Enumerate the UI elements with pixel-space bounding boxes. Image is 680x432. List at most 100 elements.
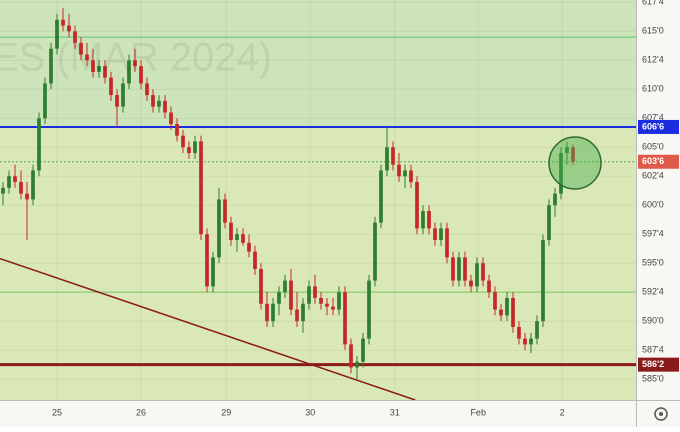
candle-body bbox=[223, 199, 227, 223]
candle-body bbox=[535, 321, 539, 339]
candle-body bbox=[343, 292, 347, 345]
candle-body bbox=[547, 205, 551, 240]
candle-body bbox=[403, 170, 407, 177]
candle-body bbox=[79, 42, 83, 55]
candle-body bbox=[67, 25, 71, 32]
candle-body bbox=[295, 309, 299, 322]
candle-body bbox=[55, 19, 59, 49]
candle-body bbox=[397, 164, 401, 177]
watermark: ES (MAR 2024) bbox=[0, 36, 272, 80]
candle-body bbox=[253, 251, 257, 269]
level-label-box bbox=[638, 357, 679, 372]
candle-body bbox=[199, 141, 203, 235]
candle-body bbox=[175, 124, 179, 136]
candle-body bbox=[91, 60, 95, 72]
candle-body bbox=[283, 280, 287, 293]
candle-body bbox=[415, 182, 419, 229]
candle-body bbox=[1, 187, 5, 194]
candle-body bbox=[49, 48, 53, 84]
settings-dot[interactable] bbox=[659, 412, 663, 416]
candle-body bbox=[385, 147, 389, 171]
candle-body bbox=[391, 147, 395, 165]
candle-body bbox=[61, 19, 65, 26]
y-tick-label: 600'0 bbox=[642, 200, 664, 210]
candle-body bbox=[373, 222, 377, 281]
candle-body bbox=[265, 303, 269, 322]
candle-body bbox=[337, 292, 341, 310]
candle-body bbox=[319, 297, 323, 304]
x-tick-label: 30 bbox=[305, 407, 315, 417]
candle-body bbox=[289, 280, 293, 310]
candle-body bbox=[139, 66, 143, 84]
candle-body bbox=[409, 170, 413, 183]
candle-body bbox=[31, 170, 35, 200]
candle-body bbox=[19, 182, 23, 194]
candle-body bbox=[505, 297, 509, 316]
candle-body bbox=[211, 257, 215, 287]
y-tick-label: 615'0 bbox=[642, 26, 664, 36]
candle-body bbox=[463, 257, 467, 281]
x-tick-label: 25 bbox=[52, 407, 62, 417]
candle-body bbox=[439, 228, 443, 240]
candle-body bbox=[553, 193, 557, 206]
candle-body bbox=[247, 242, 251, 252]
candle-body bbox=[43, 83, 47, 119]
y-tick-label: 597'4 bbox=[642, 229, 664, 239]
candle-body bbox=[37, 118, 41, 171]
settings-ring[interactable] bbox=[654, 407, 668, 421]
candle-body bbox=[115, 95, 119, 107]
candle-body bbox=[157, 100, 161, 107]
candle-body bbox=[109, 77, 113, 96]
candle-body bbox=[85, 54, 89, 61]
y-tick-label: 612'4 bbox=[642, 55, 664, 65]
candle-body bbox=[205, 234, 209, 287]
y-tick-label: 590'0 bbox=[642, 316, 664, 326]
y-tick-label: 610'0 bbox=[642, 84, 664, 94]
candle-body bbox=[427, 211, 431, 229]
settings-icon[interactable] bbox=[654, 407, 668, 421]
level-label: 606'6 bbox=[642, 121, 664, 131]
candle-body bbox=[499, 309, 503, 316]
candle-body bbox=[127, 60, 131, 84]
candle-body bbox=[433, 228, 437, 240]
candle-body bbox=[445, 228, 449, 258]
candle-body bbox=[163, 100, 167, 113]
candle-body bbox=[121, 83, 125, 107]
candle-body bbox=[169, 112, 173, 125]
level-label: 586'2 bbox=[642, 359, 664, 369]
x-tick-label: 31 bbox=[390, 407, 400, 417]
candle-body bbox=[487, 280, 491, 293]
y-tick-label: 587'4 bbox=[642, 345, 664, 355]
x-tick-label: 2 bbox=[560, 407, 565, 417]
y-tick-label: 617'4 bbox=[642, 0, 664, 7]
x-tick-label: 29 bbox=[221, 407, 231, 417]
x-tick-label: 26 bbox=[136, 407, 146, 417]
candle-body bbox=[217, 199, 221, 258]
candle-body bbox=[307, 286, 311, 304]
candle-body bbox=[571, 147, 575, 162]
zone-upper bbox=[0, 0, 636, 127]
candle-body bbox=[367, 280, 371, 339]
candle-body bbox=[325, 303, 329, 307]
candle-body bbox=[361, 338, 365, 362]
candle-body bbox=[331, 306, 335, 310]
y-tick-label: 595'0 bbox=[642, 258, 664, 268]
candle-body bbox=[529, 338, 533, 345]
trend-line bbox=[0, 257, 416, 401]
candle-body bbox=[355, 361, 359, 368]
candle-body bbox=[145, 83, 149, 96]
candle-body bbox=[421, 211, 425, 229]
candle-body bbox=[457, 257, 461, 281]
candle-body bbox=[13, 176, 17, 183]
candle-body bbox=[379, 170, 383, 223]
candle-body bbox=[181, 135, 185, 148]
candle-body bbox=[511, 297, 515, 327]
candle-body bbox=[187, 147, 191, 154]
candle-body bbox=[229, 222, 233, 240]
candle-body bbox=[559, 153, 563, 194]
candle-body bbox=[313, 286, 317, 298]
candle-body bbox=[259, 268, 263, 304]
candle-body bbox=[565, 147, 569, 154]
candle-body bbox=[103, 66, 107, 78]
